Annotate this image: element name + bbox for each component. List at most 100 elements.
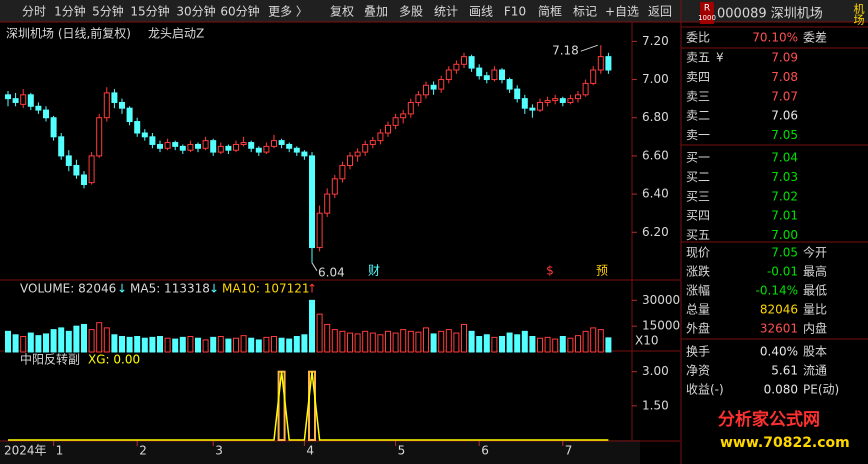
volume-bar (271, 336, 277, 353)
x-tick-label: 1 (56, 444, 64, 458)
volume-bar (362, 330, 369, 353)
book-price: 7.04 (771, 151, 798, 165)
volume-bar (438, 330, 445, 353)
volume-bar (217, 336, 224, 353)
event-marker: 财 (368, 264, 380, 278)
book-label: 买四 (686, 209, 710, 223)
volume-bar (35, 335, 42, 353)
toolbar-button[interactable]: 统计 (434, 5, 458, 19)
candle-body (255, 147, 262, 153)
signal-bar (277, 370, 286, 441)
candle-body (233, 143, 239, 151)
toolbar-button[interactable]: 1分钟 (54, 4, 86, 19)
volume-bar (521, 330, 528, 353)
volume-bar (324, 323, 331, 353)
indicator-line (8, 371, 609, 441)
stat-value: 0.080 (764, 383, 798, 397)
volume-bar (506, 332, 513, 353)
volume-bar (141, 337, 148, 353)
candle-body (529, 107, 536, 111)
stat-value: 7.05 (771, 246, 798, 260)
year-label: 2024年 (4, 444, 47, 458)
stat-label-2: 内盘 (803, 321, 827, 336)
candle-body (514, 88, 521, 100)
volume-bar (50, 329, 57, 353)
stat-label: 涨跌 (686, 264, 710, 279)
candle-body (35, 105, 42, 111)
volume-bar (597, 329, 604, 353)
stat-value: -0.14% (756, 284, 798, 298)
stat-label: 总量 (686, 303, 710, 317)
stat-label-2: PE(动) (803, 383, 839, 397)
signal-bar (308, 370, 316, 441)
toolbar-button[interactable]: 15分钟 (130, 4, 169, 19)
candle-body (286, 143, 293, 149)
book-label: 卖二 (686, 109, 710, 123)
candle-body (423, 84, 429, 96)
volume-bar (263, 336, 270, 353)
volume-bar (225, 338, 232, 353)
toolbar-button[interactable]: 标记 (573, 5, 597, 19)
volume-bar (514, 334, 521, 353)
toolbar-button[interactable]: 5分钟 (92, 4, 124, 19)
toolbar-button[interactable]: 60分钟 (220, 4, 259, 19)
toolbar-button[interactable]: 多股 (399, 5, 423, 19)
x-tick-label: 6 (481, 444, 489, 458)
candle-body (354, 151, 361, 157)
candle-body (225, 145, 232, 151)
volume-bar (453, 332, 460, 353)
y-tick-label: 15000 (642, 319, 680, 333)
volume-bar (73, 325, 80, 353)
book-label: 卖三 (686, 89, 710, 103)
candle-body (362, 143, 369, 153)
toolbar-button[interactable]: +自选 (605, 5, 639, 19)
candle-body (575, 94, 581, 100)
y-tick-label: 7.20 (642, 34, 669, 48)
candle-body (43, 109, 49, 119)
volume-bar (582, 330, 589, 353)
multiplier: X10 (635, 334, 659, 348)
ma10-label: MA10: 107121 (222, 282, 310, 296)
candle-body (157, 143, 163, 149)
book-price: 7.07 (771, 89, 798, 103)
stat-label-2: 股本 (803, 345, 827, 359)
toolbar-button[interactable]: 画线 (469, 5, 493, 19)
candle-body (195, 143, 201, 149)
volume-bar (575, 335, 581, 353)
candle-body (316, 212, 323, 249)
candle-body (476, 67, 483, 77)
volume-bar (392, 332, 399, 353)
candle-body (172, 142, 179, 147)
stat-label: 净资 (686, 364, 710, 378)
toolbar-button[interactable]: 更多 〉 (268, 5, 308, 19)
toolbar-button[interactable]: F10 (504, 5, 526, 19)
stat-label-2: 流通 (803, 364, 827, 378)
volume-bar (20, 336, 27, 353)
volume-bar (293, 336, 300, 353)
candle-body (111, 92, 118, 103)
toolbar-button[interactable]: 分时 (22, 5, 46, 19)
volume-bar (172, 338, 179, 353)
stat-value: 0.40% (760, 345, 798, 359)
stat-label: 收益(-) (686, 383, 724, 397)
book-label: 卖四 (686, 70, 710, 84)
stat-label-2: 最低 (803, 284, 827, 298)
candle-body (483, 75, 490, 81)
toolbar-button[interactable]: 叠加 (364, 5, 388, 19)
badge-letter: R (704, 4, 710, 14)
volume-bar (43, 333, 49, 353)
book-mark: ¥ (716, 51, 724, 65)
toolbar-button[interactable]: 简框 (538, 5, 562, 19)
candle-body (506, 79, 513, 90)
candle-body (217, 145, 224, 153)
book-price: 7.01 (771, 209, 798, 223)
toolbar-button[interactable]: 返回 (648, 5, 672, 19)
candle-body (552, 98, 559, 102)
volume-bar (354, 333, 361, 353)
volume-bar (590, 327, 597, 353)
candle-body (415, 94, 422, 103)
toolbar-button[interactable]: 30分钟 (176, 4, 215, 19)
toolbar-button[interactable]: 复权 (330, 5, 354, 19)
stat-label: 现价 (686, 246, 710, 260)
